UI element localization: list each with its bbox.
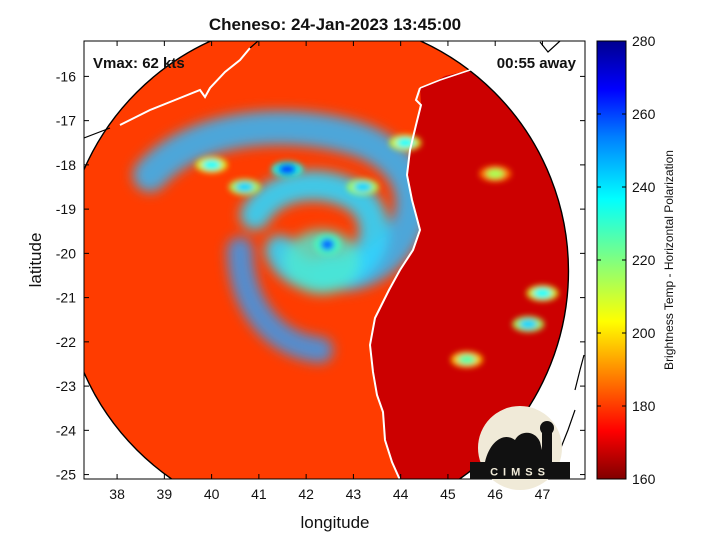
plot-frame bbox=[83, 40, 586, 480]
chart-title: Cheneso: 24-Jan-2023 13:45:00 bbox=[209, 15, 461, 34]
plot-area: 38 39 40 41 42 43 44 45 46 47 -16-17-18-19-20-21-… bbox=[56, 40, 586, 502]
y-axis: -16 -17 -18 -19 -20 -21 -22 -23 -24 -25 bbox=[56, 68, 585, 483]
colorbar-gradient bbox=[596, 40, 627, 480]
y-tick-label: -24 bbox=[56, 422, 76, 438]
x-tick-label: 43 bbox=[346, 486, 362, 502]
coastline bbox=[84, 41, 585, 479]
y-tick-label: -22 bbox=[56, 334, 76, 350]
convection-cluster bbox=[457, 354, 476, 365]
colorbar-ticks: 280 260 240 220 200 180 160 bbox=[597, 33, 656, 487]
y-tick-label: -23 bbox=[56, 378, 76, 394]
x-tick-label: 42 bbox=[298, 486, 314, 502]
eye-core bbox=[320, 238, 335, 251]
y-tick-label: -16 bbox=[56, 68, 76, 84]
y-tick-label: -21 bbox=[56, 290, 76, 306]
coastline-madagascar bbox=[368, 87, 423, 479]
colorbar-tick-label: 260 bbox=[632, 106, 656, 122]
convection-cluster bbox=[278, 164, 297, 175]
microwave-swath bbox=[84, 41, 569, 479]
convection-cluster bbox=[396, 137, 415, 148]
x-axis-label: longitude bbox=[300, 513, 369, 532]
x-tick-label: 41 bbox=[251, 486, 267, 502]
time-offset-annotation: 00:55 away bbox=[497, 55, 577, 72]
x-tick-label: 38 bbox=[109, 486, 125, 502]
x-tick-label: 44 bbox=[393, 486, 409, 502]
y-tick-label: -20 bbox=[56, 245, 76, 261]
eye-halo bbox=[284, 230, 360, 294]
colorbar-tick-label: 160 bbox=[632, 471, 656, 487]
x-tick-label: 46 bbox=[487, 486, 503, 502]
y-axis-label: latitude bbox=[26, 233, 45, 288]
convection-cluster bbox=[519, 319, 538, 330]
cimss-logo: CIMSS bbox=[470, 406, 570, 490]
y-tick-label: -19 bbox=[56, 201, 76, 217]
convection-cluster bbox=[533, 288, 552, 299]
convection-cluster bbox=[202, 159, 221, 170]
spiral-band-south bbox=[227, 237, 333, 363]
colorbar: 280 260 240 220 200 180 160 Brightness Temp - … bbox=[596, 33, 676, 487]
colorbar-tick-label: 200 bbox=[632, 325, 656, 341]
x-axis: 38 39 40 41 42 43 44 45 46 47 bbox=[109, 41, 550, 502]
x-tick-label: 47 bbox=[535, 486, 551, 502]
colorbar-tick-label: 280 bbox=[632, 33, 656, 49]
cimss-logo-text: CIMSS bbox=[490, 467, 550, 479]
colorbar-tick-label: 240 bbox=[632, 179, 656, 195]
convection-cluster bbox=[235, 182, 254, 192]
y-tick-label: -25 bbox=[56, 467, 76, 483]
colorbar-tick-label: 180 bbox=[632, 398, 656, 414]
coastline-north bbox=[419, 41, 541, 89]
y-tick-label: -18 bbox=[56, 157, 76, 173]
coastline-mozambique bbox=[119, 47, 251, 126]
y-tick-label: -17 bbox=[56, 113, 76, 129]
convection-cluster bbox=[353, 182, 372, 192]
coastline-outside bbox=[84, 41, 585, 451]
swath-outline bbox=[84, 41, 570, 479]
spiral-band-outer bbox=[133, 110, 430, 291]
convection-cluster bbox=[486, 168, 505, 179]
land-madagascar bbox=[370, 41, 569, 479]
x-tick-label: 45 bbox=[440, 486, 456, 502]
x-tick-label: 40 bbox=[204, 486, 220, 502]
x-tick-label: 39 bbox=[157, 486, 173, 502]
colorbar-label: Brightness Temp - Horizontal Polarizatio… bbox=[662, 150, 676, 370]
colorbar-tick-label: 220 bbox=[632, 252, 656, 268]
vmax-annotation: Vmax: 62 kts bbox=[93, 55, 185, 72]
